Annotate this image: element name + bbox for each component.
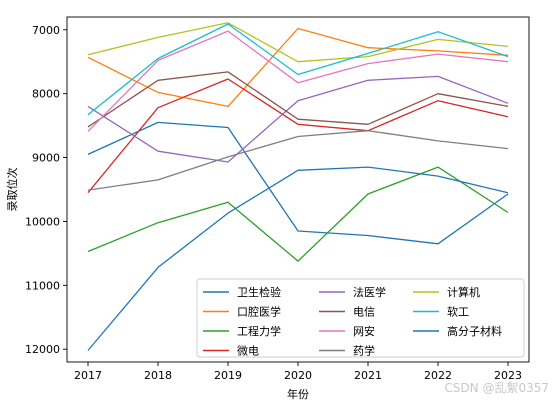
- legend-label: 工程力学: [237, 324, 281, 338]
- x-tick-label: 2020: [284, 369, 312, 382]
- watermark-text: CSDN @乱絮0357: [444, 381, 549, 395]
- y-axis-label: 录取位次: [5, 168, 19, 212]
- series-line-11: [87, 166, 509, 351]
- x-tick-label: 2023: [494, 369, 522, 382]
- series-line-6: [87, 71, 509, 128]
- x-tick-label: 2017: [74, 369, 102, 382]
- series-line-8: [87, 130, 509, 191]
- series-line-7: [87, 30, 509, 132]
- series-line-5: [87, 75, 509, 163]
- legend-label: 微电: [237, 344, 259, 358]
- series-line-10: [87, 23, 509, 116]
- legend-label: 药学: [353, 344, 375, 358]
- series-line-3: [87, 166, 509, 262]
- x-tick-label: 2018: [144, 369, 172, 382]
- series-line-4: [87, 78, 509, 194]
- series-line-9: [87, 22, 509, 63]
- y-tick-label: 7000: [32, 24, 60, 37]
- legend-box: [196, 278, 525, 358]
- legend-label: 口腔医学: [237, 305, 281, 319]
- series-line-2: [87, 27, 509, 108]
- legend-label: 高分子材料: [447, 324, 502, 338]
- legend-label: 计算机: [447, 285, 480, 299]
- legend-label: 卫生检验: [237, 285, 281, 299]
- series-line-1: [87, 121, 509, 245]
- y-tick-label: 8000: [32, 88, 60, 101]
- y-tick-label: 11000: [25, 279, 60, 292]
- x-tick-label: 2022: [424, 369, 452, 382]
- legend-label: 网安: [353, 324, 375, 338]
- y-tick-label: 9000: [32, 152, 60, 165]
- x-tick-label: 2019: [214, 369, 242, 382]
- y-tick-label: 10000: [25, 215, 60, 228]
- legend-label: 软工: [447, 305, 469, 319]
- x-tick-label: 2021: [354, 369, 382, 382]
- legend-label: 电信: [353, 306, 375, 319]
- y-tick-label: 12000: [25, 343, 60, 356]
- legend-label: 法医学: [353, 285, 386, 299]
- x-axis-label: 年份: [287, 387, 309, 401]
